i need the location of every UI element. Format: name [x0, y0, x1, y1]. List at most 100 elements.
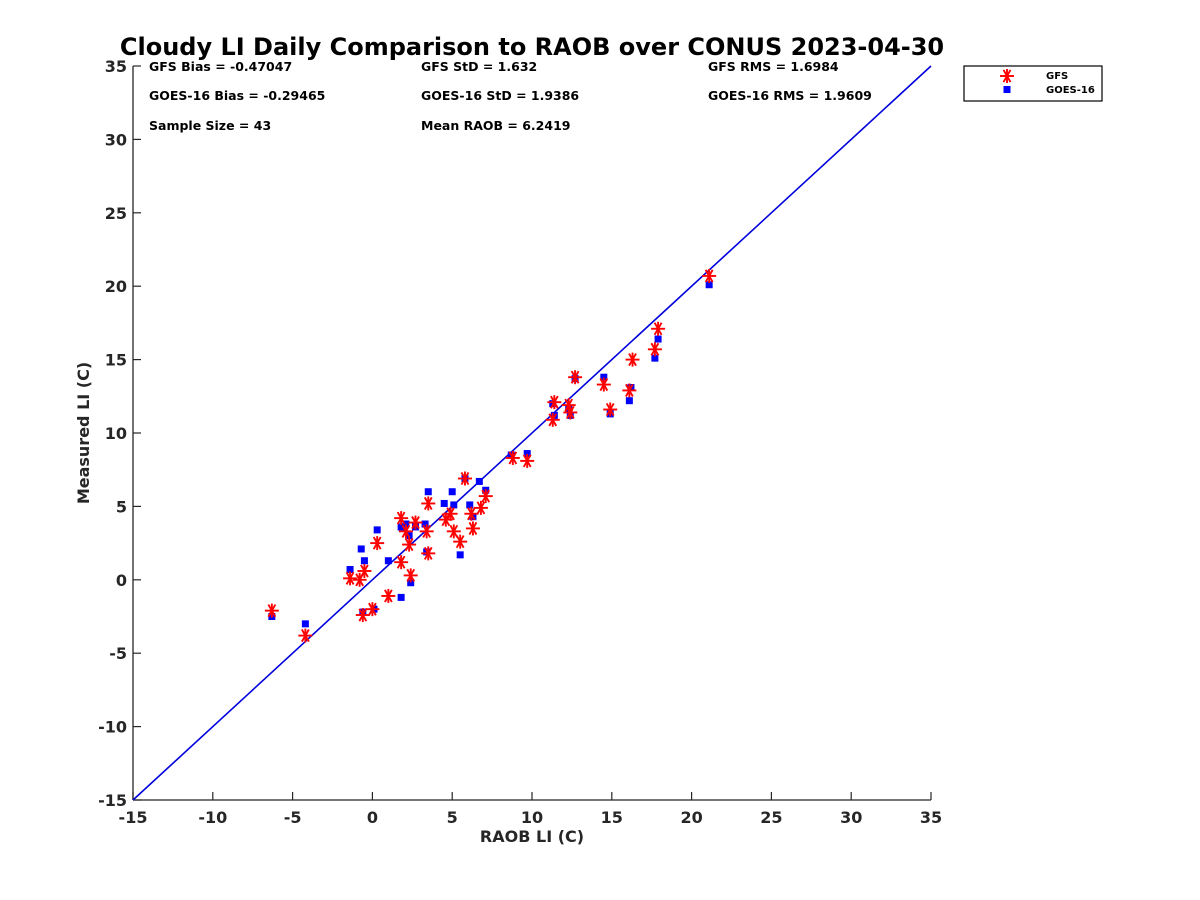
mean-raob-stat: Mean RAOB = 6.2419: [421, 118, 570, 133]
gfs-rms-stat: GFS RMS = 1.6984: [708, 59, 839, 74]
goes-rms-stat: GOES-16 RMS = 1.9609: [708, 88, 872, 103]
goes-16-point: [357, 545, 365, 553]
gfs-point: [545, 412, 560, 427]
goes-16-point: [466, 501, 474, 509]
legend-gfs-marker: [1000, 69, 1014, 83]
gfs-point: [603, 402, 618, 417]
x-tick-label: 5: [447, 808, 458, 827]
gfs-point: [343, 571, 358, 586]
gfs-point: [505, 450, 520, 465]
legend-goes-16-marker: [1003, 86, 1011, 93]
goes-16-point: [373, 526, 381, 534]
x-tick-label: 10: [521, 808, 543, 827]
goes-bias-stat: GOES-16 Bias = -0.29465: [149, 88, 325, 103]
gfs-point: [622, 383, 637, 398]
goes-16-point: [301, 620, 309, 628]
gfs-point: [370, 536, 385, 551]
gfs-point: [547, 395, 562, 410]
legend: GFS GOES-16: [963, 65, 1103, 102]
gfs-point: [453, 534, 468, 549]
legend-goes-16-label: GOES-16: [1046, 85, 1095, 96]
goes-16-point: [360, 557, 368, 565]
x-tick-label: -15: [119, 808, 148, 827]
goes-16-point: [450, 501, 458, 509]
goes-16-point: [346, 566, 354, 574]
x-tick-label: 15: [601, 808, 623, 827]
y-tick-label: 20: [105, 277, 127, 296]
gfs-point: [465, 521, 480, 536]
gfs-point: [596, 377, 611, 392]
goes-16-point: [448, 488, 456, 496]
gfs-point: [421, 496, 436, 511]
y-ticks: -15 -10 -5 0 5 10 15 20 25 30 35: [98, 57, 141, 810]
x-tick-label: 30: [840, 808, 862, 827]
gfs-point: [568, 370, 583, 385]
y-tick-label: 35: [105, 57, 127, 76]
x-tick-label: -10: [198, 808, 227, 827]
x-ticks: -15 -10 -5 0 5 10 15 20 25 30 35: [119, 792, 942, 827]
y-tick-label: 25: [105, 204, 127, 223]
y-tick-label: -15: [98, 791, 127, 810]
y-tick-label: 30: [105, 130, 127, 149]
gfs-point: [421, 546, 436, 561]
gfs-point: [394, 511, 409, 526]
y-tick-label: -10: [98, 718, 127, 737]
goes-16-point: [456, 551, 464, 559]
gfs-point: [394, 555, 409, 570]
goes-16-point: [397, 523, 405, 531]
goes-16-point: [407, 579, 415, 587]
x-tick-label: 20: [680, 808, 702, 827]
y-tick-label: -5: [109, 644, 127, 663]
chart-title: Cloudy LI Daily Comparison to RAOB over …: [120, 33, 944, 61]
x-tick-label: -5: [284, 808, 302, 827]
gfs-point: [651, 321, 666, 336]
gfs-point: [402, 537, 417, 552]
gfs-std-stat: GFS StD = 1.632: [421, 59, 537, 74]
gfs-point: [520, 453, 535, 468]
gfs-point: [702, 268, 717, 283]
goes-16-point: [397, 593, 405, 601]
y-axis-label: Measured LI (C): [74, 362, 93, 504]
series-gfs: [264, 268, 717, 643]
goes-16-point: [475, 477, 483, 485]
gfs-point: [419, 524, 434, 539]
x-tick-label: 25: [760, 808, 782, 827]
goes-16-point: [424, 488, 432, 496]
series-goes-16: [268, 281, 713, 628]
gfs-point: [408, 515, 423, 530]
gfs-point: [478, 489, 493, 504]
gfs-point: [473, 500, 488, 515]
reference-line: [132, 65, 932, 801]
x-tick-label: 0: [367, 808, 378, 827]
x-tick-label: 35: [920, 808, 942, 827]
gfs-point: [403, 568, 418, 583]
gfs-point: [457, 471, 472, 486]
goes-16-point: [384, 557, 392, 565]
goes-16-point: [440, 499, 448, 507]
goes-16-point: [421, 520, 429, 528]
gfs-point: [365, 602, 380, 617]
reference-line-group: [132, 65, 932, 801]
goes-16-point: [625, 397, 633, 405]
goes-16-point: [705, 281, 713, 289]
y-tick-label: 5: [116, 497, 127, 516]
gfs-point: [446, 524, 461, 539]
gfs-point: [625, 352, 640, 367]
x-axis-label: RAOB LI (C): [480, 827, 584, 846]
gfs-point: [561, 398, 576, 413]
goes-16-point: [402, 520, 410, 528]
goes-16-point: [654, 335, 662, 343]
goes-std-stat: GOES-16 StD = 1.9386: [421, 88, 579, 103]
legend-gfs-asterisk: [1000, 69, 1014, 83]
sample-size-stat: Sample Size = 43: [149, 118, 271, 133]
gfs-point: [357, 563, 372, 578]
legend-box: [963, 65, 1103, 102]
gfs-point: [264, 603, 279, 618]
gfs-point: [381, 588, 396, 603]
gfs-point: [464, 506, 479, 521]
y-tick-label: 0: [116, 571, 127, 590]
gfs-point: [443, 506, 458, 521]
gfs-point: [398, 524, 413, 539]
gfs-point: [563, 405, 578, 420]
